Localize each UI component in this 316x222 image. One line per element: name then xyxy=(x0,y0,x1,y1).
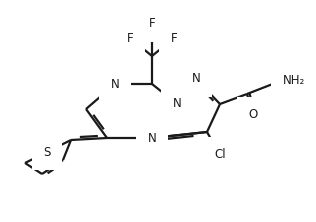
Text: N: N xyxy=(148,131,156,145)
Text: NH₂: NH₂ xyxy=(283,73,305,87)
Text: S: S xyxy=(43,145,51,159)
Text: F: F xyxy=(149,18,155,30)
Text: N: N xyxy=(191,73,200,85)
Text: N: N xyxy=(111,77,119,91)
Text: N: N xyxy=(173,97,181,111)
Text: F: F xyxy=(171,32,177,44)
Text: F: F xyxy=(127,32,133,44)
Text: O: O xyxy=(248,109,258,121)
Text: Cl: Cl xyxy=(214,149,226,161)
